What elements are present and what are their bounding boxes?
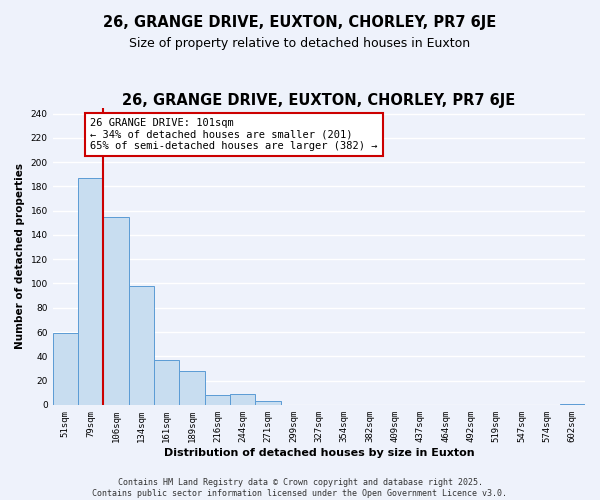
Bar [205, 395, 230, 405]
Text: 26 GRANGE DRIVE: 101sqm
← 34% of detached houses are smaller (201)
65% of semi-d: 26 GRANGE DRIVE: 101sqm ← 34% of detache… [90, 118, 377, 151]
Bar [103, 216, 129, 405]
Y-axis label: Number of detached properties: Number of detached properties [15, 163, 25, 349]
Bar [129, 286, 154, 405]
Bar [179, 371, 205, 405]
Bar [230, 394, 256, 405]
Bar [53, 333, 78, 405]
Text: Contains HM Land Registry data © Crown copyright and database right 2025.
Contai: Contains HM Land Registry data © Crown c… [92, 478, 508, 498]
Bar [256, 401, 281, 405]
Bar [560, 404, 585, 405]
Bar [78, 178, 103, 405]
Text: 26, GRANGE DRIVE, EUXTON, CHORLEY, PR7 6JE: 26, GRANGE DRIVE, EUXTON, CHORLEY, PR7 6… [103, 15, 497, 30]
Title: 26, GRANGE DRIVE, EUXTON, CHORLEY, PR7 6JE: 26, GRANGE DRIVE, EUXTON, CHORLEY, PR7 6… [122, 92, 515, 108]
X-axis label: Distribution of detached houses by size in Euxton: Distribution of detached houses by size … [164, 448, 474, 458]
Bar [154, 360, 179, 405]
Text: Size of property relative to detached houses in Euxton: Size of property relative to detached ho… [130, 38, 470, 51]
